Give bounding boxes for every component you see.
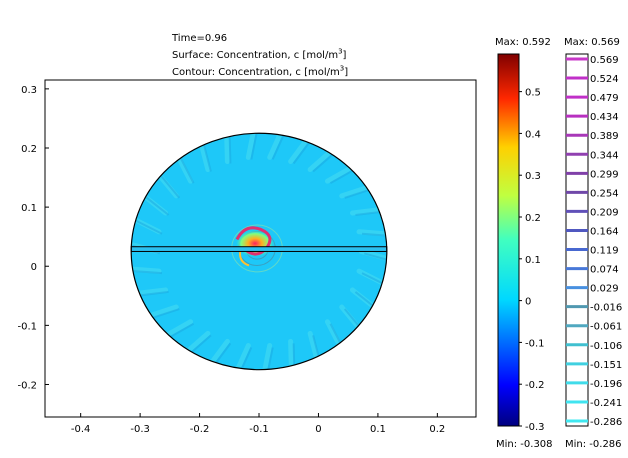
contour-level-label: 0.164 <box>590 226 619 237</box>
colorbar-tick-label: 0.1 <box>525 255 541 266</box>
colorbar-min-label: Min: -0.308 <box>496 439 553 450</box>
contour-level-label: -0.286 <box>590 417 622 428</box>
ripple-streak-shade <box>361 232 387 238</box>
surface-unit-close: ] <box>342 50 347 61</box>
x-tick-label: 0.1 <box>370 424 386 435</box>
contour-unit-exponent: 3 <box>339 64 345 73</box>
colorbar-tick-label: 0 <box>525 297 531 308</box>
colorbar-tick-label: -0.2 <box>525 380 545 391</box>
y-tick-label: 0.1 <box>21 203 37 214</box>
ripple-streak-shade <box>142 194 170 216</box>
contour-level-label: 0.209 <box>590 207 619 218</box>
contour-level-label: 0.479 <box>590 93 619 104</box>
contour-level-label: 0.119 <box>590 246 619 257</box>
colorbar-tick-label: 0.2 <box>525 213 541 224</box>
x-tick-label: 0 <box>315 424 321 435</box>
x-tick-label: -0.1 <box>249 424 269 435</box>
ripple-streak-shade <box>131 269 163 275</box>
contour-level-label: -0.016 <box>590 303 622 314</box>
ripple-streak-shade <box>228 133 232 164</box>
contour-level-label: -0.061 <box>590 322 622 333</box>
ripple-streak-shade <box>237 347 253 370</box>
x-tick-label: -0.2 <box>190 424 210 435</box>
ripple-streak-shade <box>178 155 195 184</box>
contour-max-label: Max: 0.569 <box>564 37 620 48</box>
contour-level-label: 0.344 <box>590 150 619 161</box>
contour-legend: Max: 0.569 0.569 0.524 0.479 0.434 0.389 0.344… <box>564 37 622 450</box>
contour-min-label: Min: -0.286 <box>565 439 622 450</box>
y-tick-label: 0.3 <box>21 85 37 96</box>
header-contour: Contour: Concentration, c [mol/m3] <box>172 64 348 81</box>
contour-level-label: 0.254 <box>590 188 619 199</box>
colorbar-max-label: Max: 0.592 <box>495 37 551 48</box>
y-tick-label: -0.1 <box>17 321 37 332</box>
x-tick-label: -0.4 <box>71 424 91 435</box>
colorbar-tick-label: -0.1 <box>525 338 545 349</box>
contour-level-label: 0.434 <box>590 112 619 123</box>
contour-level-label: 0.029 <box>590 284 619 295</box>
header-surface: Surface: Concentration, c [mol/m3] <box>172 47 346 64</box>
colorbar-gradient <box>497 53 520 427</box>
header-time: Time=0.96 <box>172 30 227 47</box>
y-tick-label: 0 <box>31 262 37 273</box>
colorbar-tick-label: 0.3 <box>525 171 541 182</box>
ripple-streak <box>358 248 387 263</box>
x-tick-label: -0.3 <box>130 424 150 435</box>
surface-label: Surface: Concentration, c [mol/m <box>172 50 339 61</box>
surface-unit-exponent: 3 <box>338 47 343 56</box>
divider-band <box>130 246 388 252</box>
contour-level-label: -0.106 <box>590 341 622 352</box>
ripple-streak-shade <box>132 218 163 235</box>
plot-area: -0.4 -0.3 -0.2 -0.1 0 0.1 0.2 0.3 0.2 0.1 0 -0.1 -0.… <box>17 79 477 435</box>
contour-level-label: 0.389 <box>590 131 619 142</box>
spiral-arm <box>235 226 272 256</box>
colorbar-tick-label: 0.4 <box>525 129 541 140</box>
ripple-streak <box>261 343 273 370</box>
surface-colorbar: Max: 0.592 0.5 0.4 0.3 0.2 0.1 0 -0.1 -0.2 -0.3 Mi… <box>495 37 553 450</box>
contour-level-label: -0.196 <box>590 379 622 390</box>
time-label: Time=0.96 <box>172 33 228 44</box>
contour-legend-box <box>565 53 589 427</box>
ripple-streak-shade <box>202 141 212 172</box>
contour-level-label: -0.241 <box>590 398 622 409</box>
ripple-streak-shade <box>158 173 181 199</box>
contour-level-label: 0.299 <box>590 169 619 180</box>
domain-boundary <box>130 132 388 371</box>
ripple-streak-shade <box>135 290 169 297</box>
colorbar-tick-label: -0.3 <box>525 422 545 433</box>
y-tick-label: -0.2 <box>17 380 37 391</box>
contour-level-label: 0.569 <box>590 55 619 66</box>
x-tick-label: 0.2 <box>429 424 445 435</box>
ripple-streak-shade <box>364 252 387 264</box>
ripple-streak <box>245 133 257 160</box>
contour-level-label: 0.074 <box>590 265 619 276</box>
contour-level-label: -0.151 <box>590 360 622 371</box>
y-tick-label: 0.2 <box>21 144 37 155</box>
contour-level-label: 0.524 <box>590 74 619 85</box>
colorbar-tick-label: 0.5 <box>525 88 541 99</box>
ripple-streak-shade <box>265 347 274 370</box>
contour-unit-close: ] <box>344 67 349 78</box>
ripple-streak-shade <box>250 133 259 160</box>
contour-label: Contour: Concentration, c [mol/m <box>172 67 340 78</box>
